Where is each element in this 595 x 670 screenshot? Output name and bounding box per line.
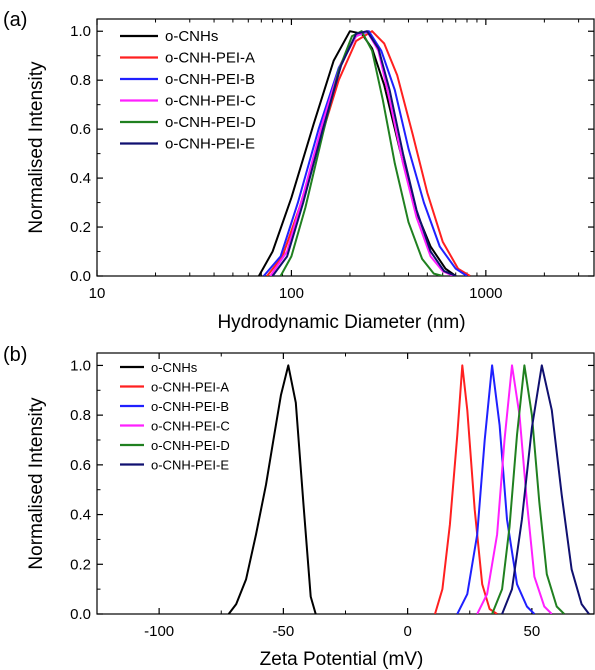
x-axis-title: Zeta Potential (mV) — [260, 649, 424, 670]
legend-label: o-CNH-PEI-C — [151, 419, 230, 434]
x-tick-label: 50 — [524, 623, 541, 640]
legend-label: o-CNHs — [165, 28, 218, 45]
x-tick-label: -100 — [144, 623, 174, 640]
series-line-o-cnh-pei-b — [456, 364, 536, 614]
panel-b: 0.0 0.2 0.4 0.6 0.8 1.0 -100 -50 0 50 o-CNHs o-CNH-… — [3, 344, 595, 670]
series-lines — [258, 30, 471, 276]
y-tick-label: 1.0 — [70, 23, 91, 40]
y-tick-label: 0.2 — [70, 556, 91, 573]
series-lines — [227, 364, 590, 614]
y-tick-label: 0.0 — [70, 606, 91, 623]
series-line-o-cnh-pei-a — [266, 30, 471, 276]
y-tick-label: 0.2 — [70, 219, 91, 236]
legend-label: o-CNH-PEI-A — [165, 50, 255, 67]
y-tick-label: 0.0 — [70, 268, 91, 285]
panel-a: 0.0 0.2 0.4 0.6 0.8 1.0 10 100 1000 o-CNHs o-CNH-P… — [3, 9, 595, 333]
legend-label: o-CNH-PEI-D — [165, 114, 256, 131]
panel-label: (b) — [3, 344, 27, 366]
y-axis-title: Normalised Intensity — [26, 397, 47, 570]
x-tick-label: 1000 — [469, 285, 502, 302]
y-tick-label: 0.8 — [70, 72, 91, 89]
x-axis-title: Hydrodynamic Diameter (nm) — [217, 312, 465, 333]
series-line-o-cnh-pei-e — [271, 30, 457, 276]
y-tick-label: 0.4 — [70, 507, 91, 524]
legend-label: o-CNH-PEI-A — [151, 380, 229, 395]
legend-label: o-CNH-PEI-C — [165, 93, 256, 110]
series-line-o-cnh-pei-d — [491, 364, 565, 614]
legend-label: o-CNH-PEI-E — [165, 136, 255, 153]
legend-label: o-CNH-PEI-B — [165, 71, 255, 88]
series-line-o-cnh-pei-b — [262, 30, 468, 276]
y-tick-label: 0.6 — [70, 457, 91, 474]
x-tick-label: 10 — [89, 285, 106, 302]
y-tick-label: 0.6 — [70, 121, 91, 138]
series-line-o-cnhs — [227, 364, 317, 614]
series-line-o-cnh-pei-c — [476, 364, 553, 614]
legend-label: o-CNHs — [151, 360, 198, 375]
x-tick-label: -50 — [273, 623, 295, 640]
x-tick-label: 100 — [279, 285, 304, 302]
y-axis-title: Normalised Intensity — [26, 61, 47, 234]
series-line-o-cnh-pei-d — [279, 30, 443, 276]
x-tick-label: 0 — [403, 623, 411, 640]
y-tick-label: 0.8 — [70, 407, 91, 424]
y-tick-label: 0.4 — [70, 170, 91, 187]
legend-label: o-CNH-PEI-D — [151, 438, 230, 453]
panel-label: (a) — [3, 9, 27, 31]
series-line-o-cnh-pei-e — [501, 364, 590, 614]
legend-label: o-CNH-PEI-E — [151, 458, 229, 473]
legend-label: o-CNH-PEI-B — [151, 399, 229, 414]
y-tick-label: 1.0 — [70, 357, 91, 374]
plot-frame — [96, 18, 595, 277]
